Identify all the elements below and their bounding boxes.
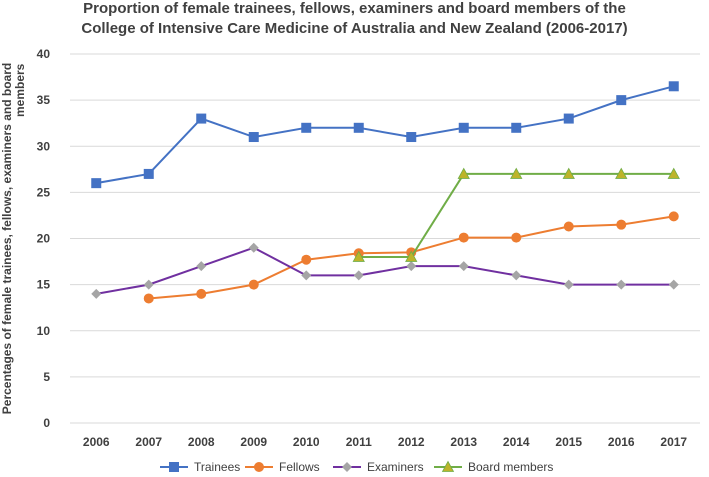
y-tick-label: 10 [37, 324, 51, 338]
y-tick-label: 15 [37, 278, 51, 292]
legend-marker-examiners [342, 462, 352, 472]
y-tick-label: 20 [37, 232, 51, 246]
point-examiners-2013 [458, 261, 469, 272]
point-examiners-2011 [353, 270, 364, 281]
series-line-board-members [358, 172, 674, 258]
point-fellows-2015 [563, 221, 574, 232]
point-examiners-2015 [563, 279, 574, 290]
legend-label-trainees: Trainees [194, 460, 240, 474]
series-line-trainees [96, 85, 675, 185]
point-fellows-2008 [196, 288, 207, 299]
point-examiners-2016 [616, 279, 627, 290]
legend-label-board-members: Board members [468, 460, 553, 474]
point-fellows-2013 [458, 232, 469, 243]
point-examiners-2014 [511, 270, 522, 281]
point-fellows-2016 [616, 219, 627, 230]
x-tick-label: 2007 [135, 435, 162, 449]
x-tick-label: 2008 [188, 435, 215, 449]
point-trainees-2014 [511, 122, 522, 133]
x-tick-label: 2016 [608, 435, 635, 449]
point-examiners-2012 [406, 261, 417, 272]
point-trainees-2008 [196, 113, 207, 124]
chart-title-line-1: Proportion of female trainees, fellows, … [83, 0, 626, 17]
y-tick-label: 0 [43, 416, 50, 430]
y-tick-label: 40 [37, 47, 51, 61]
x-tick-label: 2006 [83, 435, 110, 449]
point-board-members-2015 [562, 167, 575, 179]
point-fellows-2010 [301, 254, 312, 265]
legend-marker-trainees [169, 462, 179, 472]
point-trainees-2009 [248, 132, 259, 143]
x-tick-label: 2014 [503, 435, 530, 449]
point-fellows-2017 [668, 211, 679, 222]
point-examiners-2008 [196, 261, 207, 272]
point-trainees-2006 [91, 178, 102, 189]
x-tick-label: 2013 [450, 435, 477, 449]
y-tick-label: 5 [43, 370, 50, 384]
legend-label-fellows: Fellows [279, 460, 320, 474]
point-board-members-2011 [352, 250, 365, 262]
x-tick-label: 2011 [346, 435, 372, 449]
x-tick-label: 2010 [293, 435, 320, 449]
point-board-members-2016 [615, 167, 628, 179]
point-fellows-2007 [143, 293, 154, 304]
x-tick-label: 2012 [398, 435, 425, 449]
point-trainees-2012 [406, 132, 417, 143]
y-tick-label: 30 [37, 139, 51, 153]
point-fellows-2009 [248, 279, 259, 290]
y-tick-label: 25 [37, 185, 51, 199]
legend-label-examiners: Examiners [367, 460, 424, 474]
point-examiners-2010 [301, 270, 312, 281]
point-board-members-2014 [510, 167, 523, 179]
point-fellows-2014 [511, 232, 522, 243]
x-tick-label: 2015 [555, 435, 582, 449]
y-tick-label: 35 [37, 93, 51, 107]
point-examiners-2009 [248, 242, 259, 253]
x-tick-label: 2009 [240, 435, 267, 449]
y-axis-label-line-2: members [13, 63, 27, 117]
series-line-examiners [96, 246, 674, 295]
point-examiners-2006 [91, 288, 102, 299]
point-examiners-2017 [668, 279, 679, 290]
point-board-members-2017 [667, 167, 680, 179]
point-examiners-2007 [143, 279, 154, 290]
point-trainees-2007 [143, 168, 154, 179]
point-board-members-2013 [457, 167, 470, 179]
point-trainees-2013 [458, 122, 469, 133]
chart-title-line-2: College of Intensive Care Medicine of Au… [81, 20, 628, 37]
point-board-members-2012 [405, 250, 418, 262]
point-trainees-2015 [563, 113, 574, 124]
x-tick-label: 2017 [660, 435, 687, 449]
y-axis-label-line-1: Percentages of female trainees, fellows,… [0, 63, 14, 414]
point-trainees-2016 [616, 95, 627, 106]
point-trainees-2017 [668, 81, 679, 92]
point-trainees-2010 [301, 122, 312, 133]
point-trainees-2011 [353, 122, 364, 133]
legend-marker-board-members [441, 460, 455, 472]
legend-marker-fellows [254, 462, 264, 472]
